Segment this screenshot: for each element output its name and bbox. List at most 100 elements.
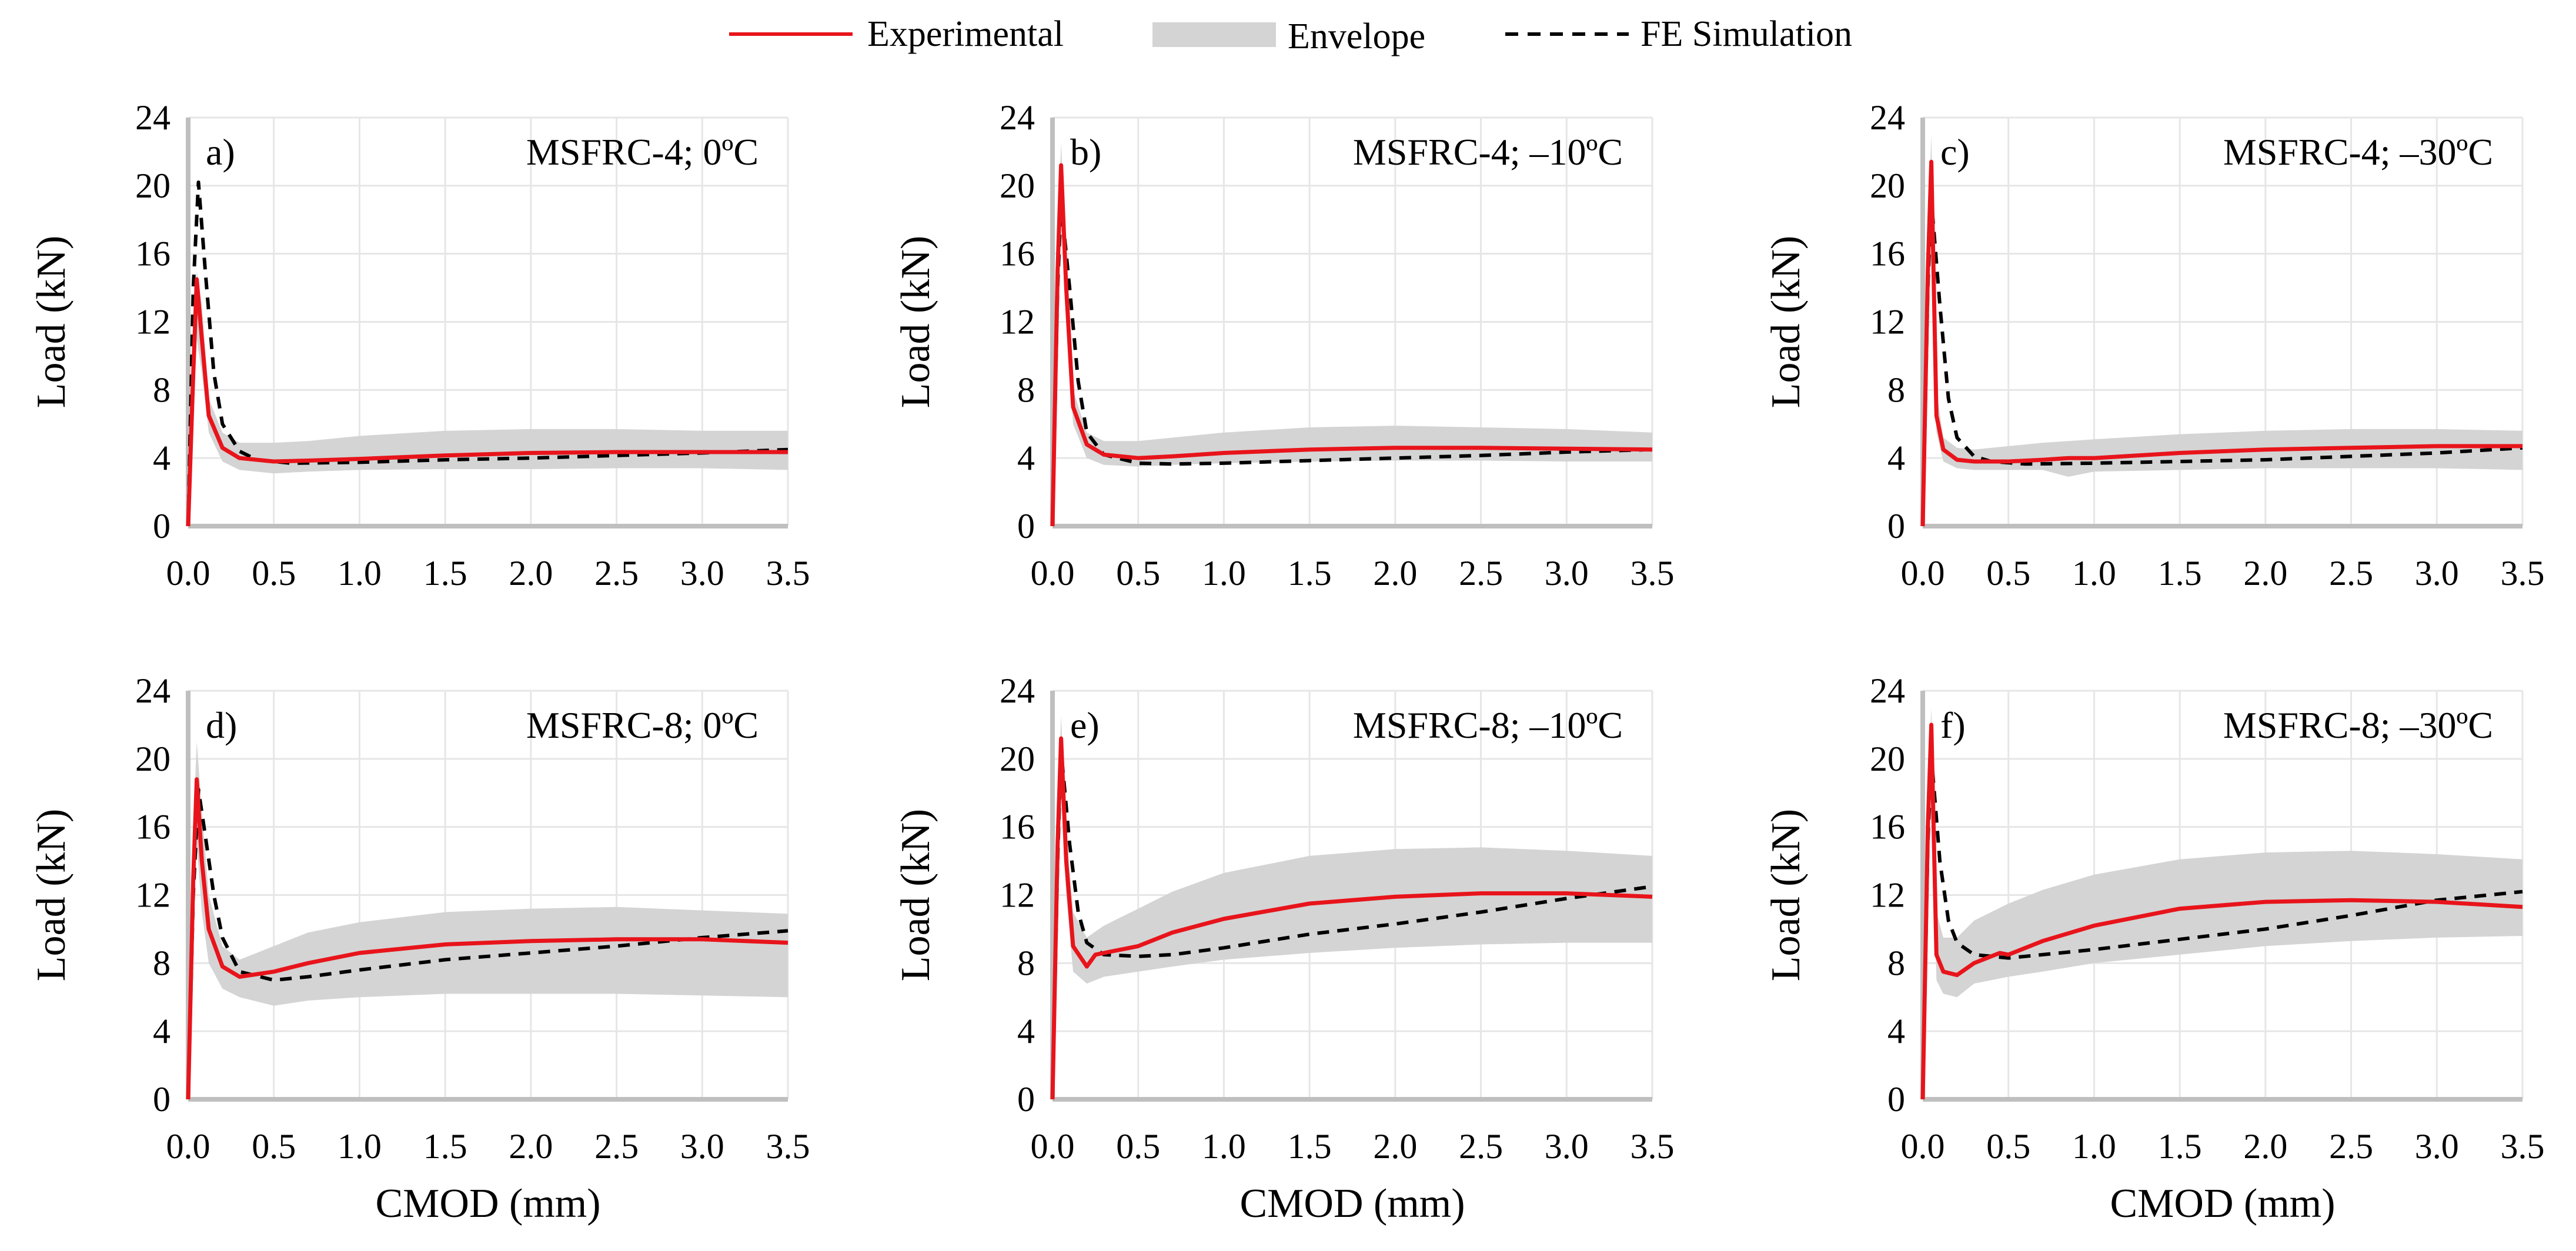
y-tick-label: 8 — [1887, 370, 1905, 409]
y-tick-label: 20 — [1870, 740, 1905, 778]
y-tick-label: 4 — [1017, 1012, 1035, 1051]
x-tick-label: 0.5 — [1986, 554, 2030, 593]
x-tick-label: 1.0 — [1202, 1127, 1246, 1166]
y-tick-label: 8 — [153, 944, 171, 982]
x-axis-label: CMOD (mm) — [375, 1181, 600, 1226]
x-axis-label: CMOD (mm) — [2110, 1181, 2335, 1226]
x-tick-label: 3.0 — [2415, 1127, 2459, 1166]
envelope-band — [188, 270, 788, 526]
y-tick-label: 20 — [1000, 166, 1035, 205]
y-tick-label: 4 — [1017, 439, 1035, 477]
y-tick-label: 16 — [1000, 808, 1035, 847]
x-tick-label: 1.5 — [2158, 554, 2202, 593]
x-tick-label: 2.0 — [1373, 554, 1417, 593]
y-tick-label: 4 — [153, 1012, 171, 1051]
y-tick-label: 24 — [1870, 98, 1905, 137]
panel-letter: c) — [1940, 131, 1970, 173]
legend-envelope-label: Envelope — [1288, 16, 1425, 56]
panel-letter: a) — [206, 131, 235, 173]
x-tick-label: 0.0 — [166, 554, 211, 593]
x-tick-label: 3.5 — [1631, 1127, 1675, 1166]
panel-letter: f) — [1940, 704, 1966, 746]
x-tick-label: 3.5 — [2501, 1127, 2545, 1166]
fe-simulation-line — [1921, 754, 2523, 1100]
y-axis-label: Load (kN) — [29, 809, 74, 982]
experimental-line — [1050, 163, 1653, 527]
y-tick-label: 12 — [135, 303, 171, 342]
x-tick-label: 3.0 — [680, 1127, 724, 1166]
x-tick-label: 3.0 — [1545, 554, 1589, 593]
legend-envelope-swatch — [1152, 22, 1276, 47]
x-tick-label: 2.5 — [594, 1127, 639, 1166]
x-tick-label: 3.0 — [1545, 1127, 1589, 1166]
y-tick-label: 4 — [1887, 439, 1905, 477]
y-tick-label: 4 — [1887, 1012, 1905, 1051]
x-tick-label: 1.5 — [1288, 554, 1332, 593]
legend-fe-label: FE Simulation — [1641, 14, 1852, 54]
x-tick-label: 0.0 — [166, 1127, 211, 1166]
x-tick-label: 3.5 — [766, 1127, 810, 1166]
x-tick-label: 0.0 — [1031, 1127, 1075, 1166]
x-tick-label: 2.0 — [1373, 1127, 1417, 1166]
y-tick-label: 0 — [153, 507, 171, 546]
y-tick-label: 16 — [135, 235, 171, 273]
x-tick-label: 1.5 — [423, 1127, 467, 1166]
y-tick-label: 16 — [1870, 235, 1905, 273]
x-tick-label: 0.5 — [252, 1127, 296, 1166]
x-tick-label: 0.0 — [1901, 1127, 1945, 1166]
y-axis-label: Load (kN) — [29, 236, 74, 409]
x-tick-label: 0.5 — [252, 554, 296, 593]
y-tick-label: 24 — [1000, 98, 1035, 137]
x-tick-label: 1.5 — [423, 554, 467, 593]
y-tick-label: 12 — [1870, 303, 1905, 342]
chart-panel-a: 0 4 8 12 16 20 24 0.0 0.5 1.0 1.5 2.0 2.5 3.0 3.5 Load … — [29, 98, 810, 593]
x-tick-label: 2.5 — [594, 554, 639, 593]
x-tick-label: 1.0 — [2072, 554, 2116, 593]
x-tick-label: 3.5 — [2501, 554, 2545, 593]
y-tick-label: 20 — [135, 166, 171, 205]
fe-simulation-line — [1051, 200, 1653, 527]
panels: 0 4 8 12 16 20 24 0.0 0.5 1.0 1.5 2.0 2.5 3.0 3.5 Load … — [29, 98, 2545, 1226]
y-tick-label: 24 — [135, 98, 171, 137]
x-tick-label: 2.0 — [2243, 1127, 2287, 1166]
x-tick-label: 1.5 — [1288, 1127, 1332, 1166]
x-tick-label: 1.0 — [2072, 1127, 2116, 1166]
y-tick-label: 12 — [1000, 876, 1035, 915]
y-tick-label: 0 — [1017, 507, 1035, 546]
x-tick-label: 0.5 — [1986, 1127, 2030, 1166]
envelope-band — [188, 741, 788, 1099]
panel-letter: d) — [206, 704, 237, 746]
chart-panel-d: 0 4 8 12 16 20 24 0.0 0.5 1.0 1.5 2.0 2.5 3.0 3.5 Load … — [29, 671, 810, 1226]
y-tick-label: 0 — [1887, 1080, 1905, 1119]
y-tick-label: 20 — [1870, 166, 1905, 205]
y-axis-label: Load (kN) — [893, 236, 938, 409]
y-tick-label: 20 — [1000, 740, 1035, 778]
y-tick-label: 0 — [1017, 1080, 1035, 1119]
x-tick-label: 1.0 — [338, 554, 382, 593]
y-tick-label: 8 — [1017, 370, 1035, 409]
fe-simulation-line — [186, 180, 788, 527]
chart-panel-f: 0 4 8 12 16 20 24 0.0 0.5 1.0 1.5 2.0 2.5 3.0 3.5 Load … — [1763, 671, 2545, 1226]
x-tick-label: 2.0 — [509, 1127, 553, 1166]
y-tick-label: 24 — [135, 671, 171, 710]
y-tick-label: 8 — [1017, 944, 1035, 982]
x-axis-label: CMOD (mm) — [1239, 1181, 1465, 1226]
y-tick-label: 8 — [1887, 944, 1905, 982]
y-axis-label: Load (kN) — [1763, 236, 1809, 409]
y-tick-label: 16 — [1870, 808, 1905, 847]
x-tick-label: 2.0 — [2243, 554, 2287, 593]
envelope-band — [1053, 143, 1652, 526]
panel-specimen-label: MSFRC-4; –30ºC — [2223, 131, 2493, 173]
y-tick-label: 24 — [1000, 671, 1035, 710]
x-tick-label: 1.0 — [1202, 554, 1246, 593]
chart-panel-c: 0 4 8 12 16 20 24 0.0 0.5 1.0 1.5 2.0 2.5 3.0 3.5 Load … — [1763, 98, 2545, 593]
x-tick-label: 2.5 — [2329, 554, 2373, 593]
x-tick-label: 0.5 — [1116, 1127, 1160, 1166]
y-tick-label: 8 — [153, 370, 171, 409]
panel-specimen-label: MSFRC-4; 0ºC — [526, 131, 759, 173]
panel-specimen-label: MSFRC-8; –30ºC — [2223, 704, 2493, 746]
y-tick-label: 20 — [135, 740, 171, 778]
x-tick-label: 0.0 — [1901, 554, 1945, 593]
x-tick-label: 3.0 — [2415, 554, 2459, 593]
